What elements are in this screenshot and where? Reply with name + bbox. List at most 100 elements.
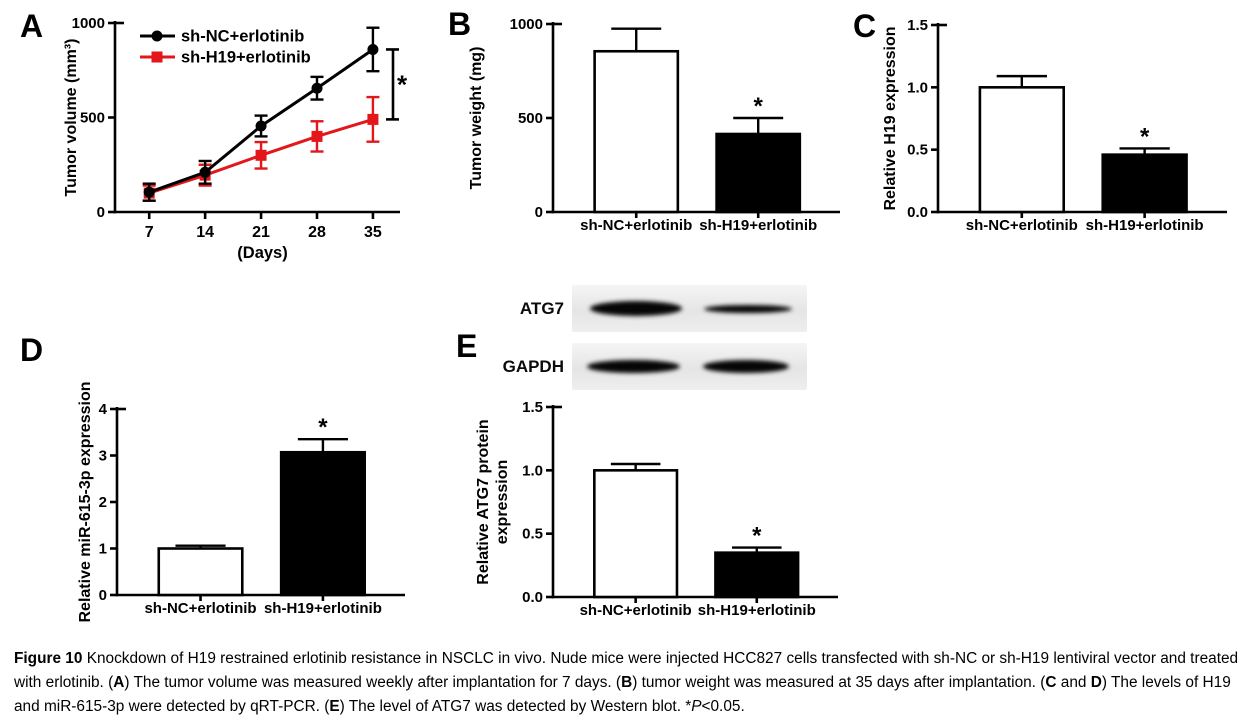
significance-asterisk: * (754, 93, 764, 120)
panel-label-e: E (456, 328, 478, 364)
series-sh-NC+erlotinib (142, 26, 380, 202)
svg-text:1000: 1000 (72, 15, 105, 32)
significance-asterisk: * (397, 69, 408, 99)
legend-item-sh-NC+erlotinib: sh-NC+erlotinib (140, 28, 304, 46)
svg-text:0.0: 0.0 (522, 589, 543, 606)
svg-text:35: 35 (364, 224, 382, 241)
bar-sh-H19+erlotinib (279, 450, 366, 597)
figure-caption: Figure 10 Knockdown of H19 restrained er… (14, 647, 1244, 715)
data-point-square (151, 51, 163, 63)
panel-a-tumor-volume-chart: 0 500 1000 Tumor volume (mm³) 7 14 21 28 35 (Days… (63, 15, 408, 262)
svg-text:sh-H19+erlotinib: sh-H19+erlotinib (1086, 217, 1204, 234)
caption-segment: C (1045, 674, 1057, 692)
svg-text:1.0: 1.0 (522, 462, 543, 479)
significance-asterisk: * (1140, 123, 1150, 150)
svg-text:sh-NC+erlotinib: sh-NC+erlotinib (966, 217, 1078, 234)
blot-band (704, 305, 792, 313)
svg-text:(Days): (Days) (237, 244, 287, 262)
caption-segment: ) The level of ATG7 was detected by West… (339, 698, 692, 715)
caption-segment: A (113, 674, 125, 692)
significance-asterisk: * (318, 414, 328, 441)
caption-segment: E (329, 698, 340, 715)
svg-text:sh-H19+erlotinib: sh-H19+erlotinib (264, 600, 382, 617)
panel-d-mir615-expression-chart: 0 1 2 3 4 Relative miR-615-3p expression sh-NC… (77, 382, 405, 623)
caption-segment: B (621, 674, 633, 692)
svg-text:0.5: 0.5 (907, 142, 928, 159)
data-point-circle (199, 166, 211, 178)
svg-text:sh-H19+erlotinib: sh-H19+erlotinib (699, 217, 817, 234)
svg-text:0.0: 0.0 (907, 204, 928, 221)
svg-text:0: 0 (99, 587, 107, 604)
panel-e-atg7-protein-chart: 0.0 0.5 1.0 1.5 Relative ATG7 protein express… (475, 399, 838, 619)
caption-segment: D (1090, 674, 1102, 692)
significance-asterisk: * (752, 523, 762, 550)
caption-segment: Knockdown of H19 restrained erlotinib re… (14, 650, 1239, 692)
svg-text:1.5: 1.5 (907, 17, 928, 34)
panel-label-a: A (20, 8, 44, 44)
svg-text:4: 4 (99, 401, 108, 418)
panel-label-d: D (20, 332, 44, 368)
bar-sh-NC+erlotinib (593, 49, 680, 214)
svg-text:sh-H19+erlotinib: sh-H19+erlotinib (698, 602, 816, 619)
caption-segment: Figure 10 (14, 650, 87, 667)
blot-label-atg7: ATG7 (519, 299, 564, 318)
data-point-circle (255, 120, 267, 132)
data-point-circle (311, 82, 323, 94)
panel-b-tumor-weight-chart: 0 500 1000 Tumor weight (mg) sh-NC+erlotinib… (468, 16, 840, 234)
svg-text:1.0: 1.0 (907, 79, 928, 96)
svg-text:1.5: 1.5 (522, 399, 543, 416)
data-point-circle (151, 30, 163, 42)
panel-c-h19-expression-chart: 0.0 0.5 1.0 1.5 Relative H19 expression sh-NC… (882, 17, 1227, 234)
y-axis-label: Relative miR-615-3p expression (77, 382, 94, 623)
svg-text:21: 21 (252, 224, 270, 241)
caption-segment: P (691, 698, 702, 715)
svg-text:14: 14 (196, 224, 214, 241)
svg-text:sh-NC+erlotinib: sh-NC+erlotinib (181, 28, 304, 46)
svg-text:500: 500 (518, 110, 543, 127)
bar-sh-NC+erlotinib (978, 86, 1066, 214)
svg-text:500: 500 (80, 110, 105, 127)
blot-band (590, 301, 682, 316)
data-point-square (255, 149, 267, 161)
blot-label-gapdh: GAPDH (502, 357, 564, 376)
caption-segment: ) tumor weight was measured at 35 days a… (632, 674, 1046, 692)
svg-text:1000: 1000 (510, 16, 543, 33)
svg-text:1: 1 (99, 541, 107, 558)
caption-segment: <0.05. (701, 698, 745, 715)
y-axis-label: Relative ATG7 protein expression (475, 419, 511, 584)
svg-text:sh-NC+erlotinib: sh-NC+erlotinib (144, 600, 256, 617)
atg7-western-blot (572, 285, 807, 332)
svg-text:2: 2 (99, 494, 107, 511)
panel-label-b: B (448, 6, 472, 42)
bar-sh-NC+erlotinib (593, 469, 679, 599)
blot-band (703, 360, 789, 373)
svg-text:sh-NC+erlotinib: sh-NC+erlotinib (580, 217, 692, 234)
svg-text:3: 3 (99, 448, 107, 465)
svg-text:sh-NC+erlotinib: sh-NC+erlotinib (580, 602, 692, 619)
svg-text:0.5: 0.5 (522, 526, 543, 543)
gapdh-western-blot (572, 343, 807, 390)
y-axis-label: Tumor weight (mg) (468, 47, 485, 190)
legend-item-sh-H19+erlotinib: sh-H19+erlotinib (140, 49, 311, 67)
y-axis-label: Relative H19 expression (882, 26, 899, 210)
data-point-square (311, 130, 323, 142)
bar-sh-H19+erlotinib (715, 132, 802, 214)
svg-text:28: 28 (308, 224, 326, 241)
series-sh-H19+erlotinib (142, 95, 380, 202)
svg-text:0: 0 (97, 204, 105, 221)
svg-text:sh-H19+erlotinib: sh-H19+erlotinib (181, 49, 311, 67)
blot-band (587, 360, 680, 373)
bar-sh-H19+erlotinib (714, 551, 800, 599)
caption-segment: and (1056, 674, 1091, 692)
bar-sh-H19+erlotinib (1101, 153, 1188, 214)
data-point-square (367, 113, 379, 125)
data-point-circle (367, 43, 379, 55)
caption-segment: ) The tumor volume was measured weekly a… (124, 674, 622, 692)
svg-text:7: 7 (145, 224, 154, 241)
panel-e: E ATG7 GAPDH 0.0 0.5 1.0 1.5 Relative ATG7 p… (450, 270, 870, 645)
caption-segment: ) The levels of H19 and miR-615-3p were … (14, 674, 1231, 715)
data-point-circle (143, 186, 155, 198)
svg-text:0: 0 (535, 204, 543, 221)
panel-label-c: C (853, 8, 877, 44)
